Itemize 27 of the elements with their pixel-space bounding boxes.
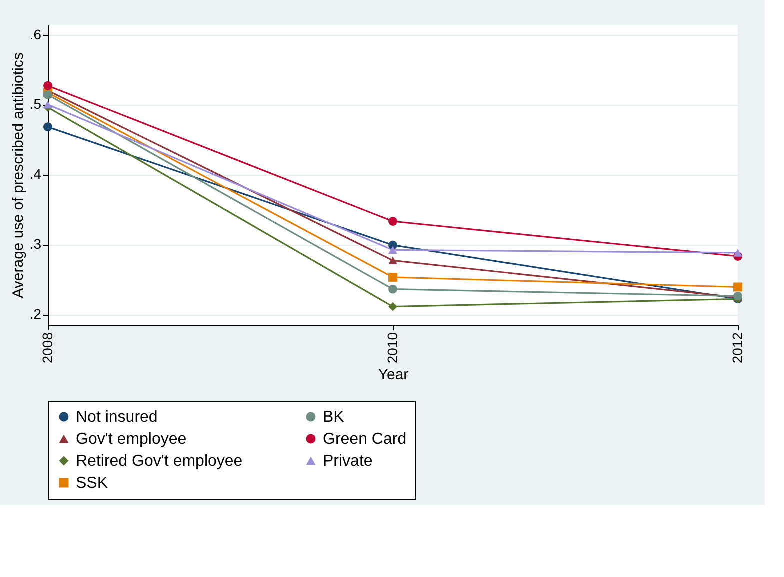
y-tick-label: .6: [30, 26, 42, 42]
y-tick-label: .5: [30, 96, 42, 112]
point: [388, 246, 398, 254]
y-axis-title: Average use of prescribed antibiotics: [10, 52, 27, 298]
point: [388, 272, 398, 282]
point: [44, 100, 52, 109]
legend-label: SSK: [76, 475, 108, 492]
point: [734, 282, 742, 292]
legend-label: Retired Gov't employee: [76, 453, 243, 470]
x-tick-label: 2010: [384, 332, 400, 364]
legend-label: Not insured: [76, 409, 158, 426]
x-tick-label: 2008: [40, 332, 56, 364]
x-tick-label: 2012: [730, 332, 746, 364]
point: [44, 122, 52, 132]
point: [388, 217, 398, 226]
y-tick-label: .4: [30, 166, 42, 182]
point: [388, 302, 398, 312]
point: [44, 81, 52, 90]
point: [734, 249, 742, 257]
legend-label: Gov't employee: [76, 431, 187, 448]
legend-label: Green Card: [323, 431, 407, 448]
legend-label: Private: [323, 453, 373, 470]
x-axis-title: Year: [378, 366, 409, 384]
y-tick-label: .2: [30, 306, 42, 322]
point: [388, 284, 398, 294]
legend-label: BK: [323, 409, 345, 426]
y-tick-label: .3: [30, 236, 42, 252]
